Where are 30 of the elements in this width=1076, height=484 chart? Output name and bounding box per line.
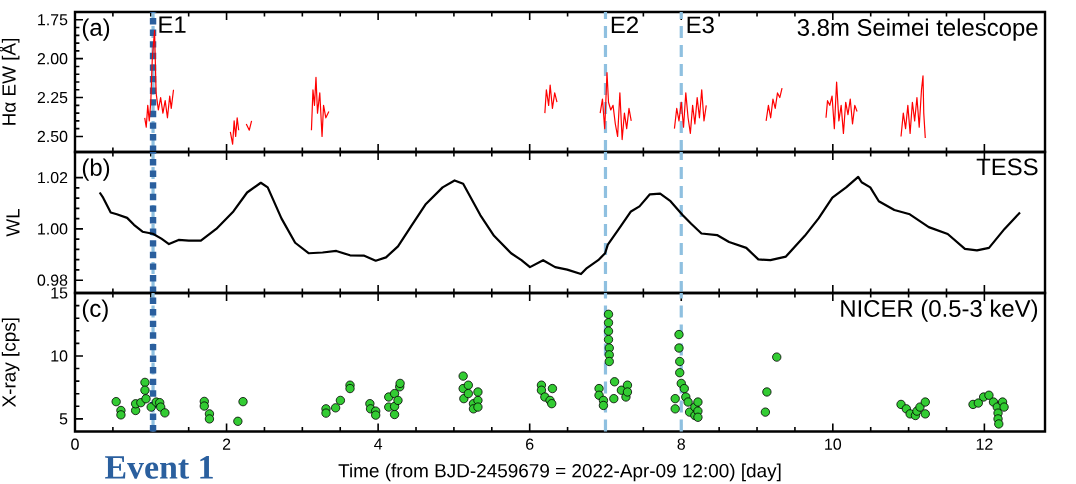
y-tick-label: 1.00 — [38, 223, 68, 235]
x-tick-label: 4 — [374, 438, 383, 450]
y-tick-label: 5 — [59, 413, 68, 425]
annotation: NICER (0.5-3 keV) — [841, 299, 1038, 322]
annotation: 3.8m Seimei telescope — [797, 18, 1038, 41]
y-tick-label: 0.98 — [37, 274, 68, 286]
y-tick-label: 15 — [51, 287, 68, 299]
x-tick-label: 8 — [677, 438, 685, 450]
y-tick-label: 2.25 — [37, 91, 68, 104]
y-tick-label: 10 — [51, 350, 68, 362]
x-tick-label: 2 — [222, 438, 231, 450]
x-axis-title: Time (from BJD-2459679 = 2022-Apr-09 12:00) [day] — [338, 463, 781, 482]
y-tick-label: 2.00 — [37, 53, 68, 65]
ref-line-label: E2 — [611, 16, 638, 34]
y-axis-title: WL — [6, 208, 20, 237]
y-tick-label: 1.02 — [38, 171, 68, 184]
annotation: (b) — [82, 158, 110, 181]
ref-line-label: E3 — [687, 16, 714, 34]
x-tick-label: 0 — [71, 438, 79, 450]
y-axis-title: X-ray [cps] — [1, 318, 20, 408]
y-tick-label: 1.75 — [38, 14, 68, 26]
y-tick-label: 2.50 — [37, 130, 68, 143]
annotation: (a) — [82, 18, 110, 41]
annotation: (c) — [82, 299, 108, 322]
annotation: TESS — [976, 158, 1038, 176]
x-tick-label: 10 — [825, 438, 842, 450]
x-tick-label: 6 — [526, 438, 534, 450]
ref-line-label: E1 — [159, 16, 186, 33]
x-tick-label: 12 — [976, 438, 993, 450]
text: Event 1 — [105, 456, 213, 479]
